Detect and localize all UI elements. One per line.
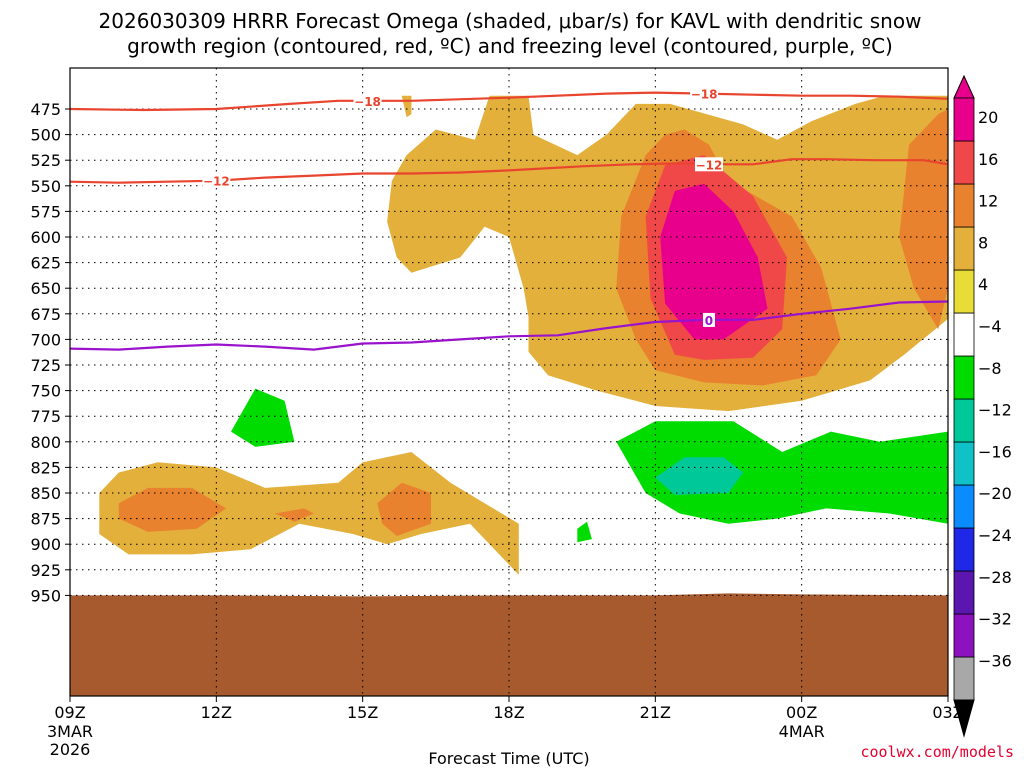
omega-region-16	[899, 109, 948, 330]
colorbar-swatch-6	[953, 398, 975, 443]
y-axis: 475 500 525 550 575 600 625 650 675 700 725 750 775 8…	[30, 100, 70, 605]
contour-layer: −18 −18 −12 −12 0	[70, 86, 948, 351]
contour-line--18	[70, 91, 948, 112]
contour-line-0	[70, 300, 948, 351]
omega-region-8	[231, 388, 295, 447]
contour-label-0-1: −18	[691, 88, 718, 102]
y-tick-label-700: 700	[30, 330, 61, 349]
colorbar-swatch-10	[953, 226, 975, 271]
omega-region-2	[299, 114, 339, 191]
x-tick-date-09Z: 3MAR	[47, 722, 93, 741]
y-tick-label-500: 500	[30, 126, 61, 145]
y-tick-label-825: 825	[30, 458, 61, 477]
omega-region-19	[377, 482, 431, 536]
x-axis-label: Forecast Time (UTC)	[428, 749, 589, 768]
x-tick-label-00Z: 00Z	[786, 703, 817, 722]
colorbar-label-0: 20	[978, 108, 998, 127]
contour-label-1-1: −12	[696, 158, 723, 172]
x-tick-label-09Z: 09Z	[54, 703, 85, 722]
contour-label-bg-1-1	[694, 157, 723, 172]
colorbar-label-3: 8	[978, 233, 988, 252]
colorbar-label-4: 4	[978, 275, 988, 294]
omega-region-4	[670, 95, 783, 130]
y-tick-label-600: 600	[30, 228, 61, 247]
y-tick-label-525: 525	[30, 151, 61, 170]
colorbar-label-2: 12	[978, 192, 998, 211]
colorbar-swatch-8	[953, 312, 975, 357]
colorbar-swatch-7	[953, 355, 975, 400]
y-tick-label-900: 900	[30, 535, 61, 554]
colorbar-label-7: −12	[978, 401, 1012, 420]
x-tick-label-18Z: 18Z	[493, 703, 524, 722]
colorbar-label-13: −36	[978, 651, 1012, 670]
colorbar-label-6: −8	[978, 359, 1002, 378]
omega-region-0	[99, 95, 241, 278]
omega-region-22	[674, 203, 748, 330]
colorbar: 20 16 12 8 4 −4 −8 −12 −16 −20 −24 −28 −32 −36	[953, 74, 1012, 738]
colorbar-swatch-3	[953, 527, 975, 572]
credit-text: coolwx.com/models	[860, 743, 1014, 761]
colorbar-swatch-13	[953, 97, 975, 142]
omega-region-18	[274, 508, 314, 522]
contour-label-bg-0-1	[690, 86, 719, 101]
x-tick-date-00Z: 4MAR	[779, 722, 825, 741]
x-tick-label-21Z: 21Z	[640, 703, 671, 722]
contour-label-0-0: −18	[354, 95, 381, 109]
contour-label-bg-2-0	[702, 312, 715, 327]
omega-region-5	[206, 322, 558, 442]
colorbar-label-10: −24	[978, 526, 1012, 545]
y-tick-label-850: 850	[30, 484, 61, 503]
y-tick-label-675: 675	[30, 305, 61, 324]
colorbar-swatch-11	[953, 183, 975, 228]
omega-region-1	[99, 196, 134, 437]
y-tick-label-775: 775	[30, 407, 61, 426]
colorbar-swatch-0	[953, 656, 975, 701]
omega-region-17	[118, 487, 227, 532]
colorbar-label-5: −4	[978, 317, 1002, 336]
y-tick-label-650: 650	[30, 279, 61, 298]
colorbar-swatch-1	[953, 613, 975, 658]
y-tick-label-925: 925	[30, 561, 61, 580]
colorbar-label-1: 16	[978, 150, 998, 169]
y-tick-label-625: 625	[30, 254, 61, 273]
y-tick-label-575: 575	[30, 202, 61, 221]
y-tick-label-950: 950	[30, 586, 61, 605]
y-tick-label-550: 550	[30, 177, 61, 196]
y-tick-label-750: 750	[30, 382, 61, 401]
colorbar-swatch-2	[953, 570, 975, 615]
y-tick-label-875: 875	[30, 510, 61, 529]
omega-region-3	[538, 95, 587, 145]
colorbar-top-arrow	[953, 74, 975, 99]
colorbar-swatch-12	[953, 140, 975, 185]
y-tick-label-725: 725	[30, 356, 61, 375]
colorbar-swatch-9	[953, 269, 975, 314]
omega-region-11	[655, 457, 744, 495]
colorbar-label-9: −20	[978, 484, 1012, 503]
x-tick-label-15Z: 15Z	[347, 703, 378, 722]
contour-label-1-0: −12	[203, 175, 230, 189]
x-tick-label-12Z: 12Z	[201, 703, 232, 722]
omega-region-7	[450, 557, 470, 573]
omega-shading-layer	[99, 95, 948, 580]
omega-region-9	[616, 421, 948, 524]
colorbar-label-12: −32	[978, 610, 1012, 629]
y-tick-label-475: 475	[30, 100, 61, 119]
y-tick-label-800: 800	[30, 433, 61, 452]
colorbar-label-8: −16	[978, 442, 1012, 461]
grid-layer	[70, 68, 948, 696]
omega-region-10	[577, 521, 592, 543]
colorbar-bottom-arrow	[953, 699, 975, 738]
colorbar-swatch-5	[953, 441, 975, 486]
x-tick-year-09Z: 2026	[50, 740, 91, 759]
contour-label-bg-0-0	[353, 93, 382, 108]
contour-label-2-0: 0	[705, 314, 713, 328]
chart-title-line1: 2026030309 HRRR Forecast Omega (shaded, …	[99, 9, 922, 33]
contour-label-bg-1-0	[202, 173, 231, 188]
colorbar-swatch-4	[953, 484, 975, 529]
chart-title-line2: growth region (contoured, red, ºC) and f…	[127, 34, 893, 58]
colorbar-label-11: −28	[978, 568, 1012, 587]
